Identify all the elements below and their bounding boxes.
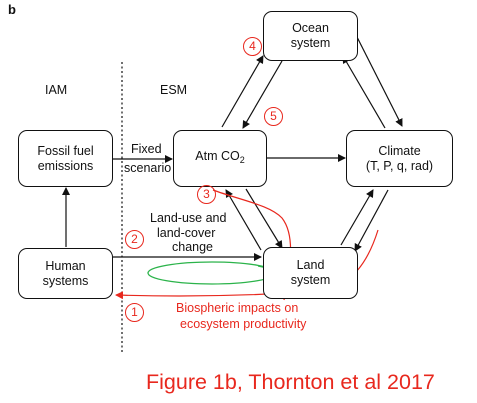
label-land-use-line3: change [172, 240, 214, 254]
node-ocean-system: Ocean system [263, 11, 358, 61]
label-biospheric-line1: Biospheric impacts on [176, 301, 299, 315]
section-iam-label: IAM [45, 83, 68, 97]
marker-1: 1 [125, 303, 144, 322]
label-land-use-line2: land-cover [157, 226, 216, 240]
label-biospheric-line2: ecosystem productivity [180, 317, 307, 331]
panel-letter: b [8, 2, 16, 17]
marker-2: 2 [125, 230, 144, 249]
node-atm-co2: Atm CO2 [173, 130, 267, 187]
node-fossil-fuel-emissions: Fossil fuel emissions [18, 130, 113, 187]
figure-caption: Figure 1b, Thornton et al 2017 [146, 370, 435, 394]
section-esm-label: ESM [160, 83, 188, 97]
label-fixed: Fixed [131, 142, 162, 156]
node-atm-co2-label: Atm CO2 [195, 149, 244, 168]
human-land-cycle [147, 261, 277, 285]
node-land-system-label: Land system [290, 258, 331, 287]
arrow-land-to-climate [340, 189, 374, 246]
node-climate-label: Climate [378, 143, 421, 158]
node-climate: Climate (T, P, q, rad) [346, 130, 453, 187]
node-human-systems-label: Human systems [42, 258, 89, 288]
marker-4: 4 [243, 37, 262, 56]
node-human-systems: Human systems [18, 248, 113, 299]
label-land-use-line1: Land-use and [150, 211, 227, 225]
label-scenario: scenario [124, 161, 172, 175]
node-atm-co2-subscript: 2 [239, 155, 245, 165]
arrow-ocean-to-atm [242, 60, 283, 129]
arrow-atm-to-ocean [221, 55, 264, 128]
node-climate-vars: (T, P, q, rad) [365, 158, 434, 173]
arrow-ocean-to-climate [356, 36, 403, 127]
arrow-climate-to-ocean [342, 55, 386, 129]
node-fossil-fuel-label: Fossil fuel emissions [37, 143, 94, 173]
node-atm-co2-main: Atm CO [195, 149, 240, 163]
arrow-land-to-atm [225, 189, 262, 251]
arrow-atm-to-land [245, 188, 283, 249]
arrow-climate-to-land [354, 189, 389, 252]
marker-5: 5 [264, 107, 283, 126]
marker-3: 3 [197, 185, 216, 204]
node-land-system: Land system [263, 247, 358, 299]
node-ocean-system-label: Ocean system [290, 21, 331, 50]
